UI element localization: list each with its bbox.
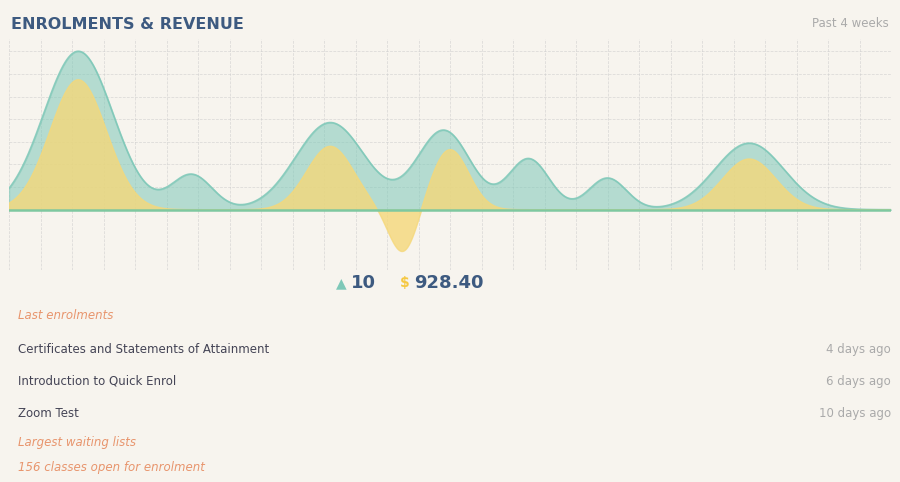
Text: Zoom Test: Zoom Test bbox=[18, 407, 79, 420]
Text: Past 4 weeks: Past 4 weeks bbox=[813, 17, 889, 30]
Text: 156 classes open for enrolment: 156 classes open for enrolment bbox=[18, 461, 205, 474]
Text: 6 days ago: 6 days ago bbox=[826, 375, 891, 388]
Text: Introduction to Quick Enrol: Introduction to Quick Enrol bbox=[18, 375, 176, 388]
Text: Largest waiting lists: Largest waiting lists bbox=[18, 436, 136, 449]
Text: Last enrolments: Last enrolments bbox=[18, 309, 113, 322]
Text: 928.40: 928.40 bbox=[414, 274, 483, 293]
Text: Certificates and Statements of Attainment: Certificates and Statements of Attainmen… bbox=[18, 343, 269, 356]
Text: 4 days ago: 4 days ago bbox=[826, 343, 891, 356]
Text: 10 days ago: 10 days ago bbox=[819, 407, 891, 420]
Text: 10: 10 bbox=[351, 274, 376, 293]
Text: ENROLMENTS & REVENUE: ENROLMENTS & REVENUE bbox=[11, 17, 244, 32]
Text: ▲: ▲ bbox=[336, 276, 346, 291]
Text: $: $ bbox=[400, 276, 410, 291]
